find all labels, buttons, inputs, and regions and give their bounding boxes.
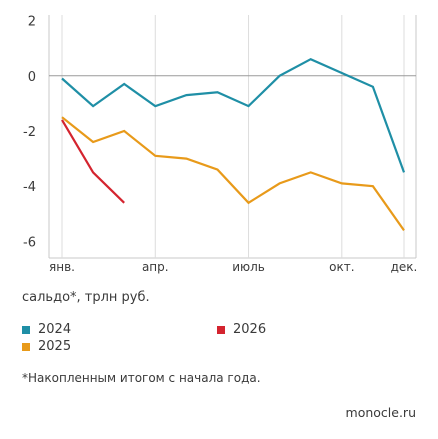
y-tick-label-2: -2 xyxy=(23,125,36,140)
y-tick-label-1: 0 xyxy=(28,70,36,85)
legend-label-2026: 2026 xyxy=(233,322,267,337)
source-label: monocle.ru xyxy=(345,405,416,420)
footnote: *Накопленным итогом с начала года. xyxy=(22,371,261,385)
series-line-2026 xyxy=(61,119,125,204)
line-chart: 2 0 -2 -4 -6 янв. апр. июль окт. дек. xyxy=(23,15,418,274)
series-line-2024 xyxy=(61,57,406,173)
legend-label-2024: 2024 xyxy=(38,322,72,337)
y-tick-label-0: 2 xyxy=(28,15,36,30)
y-tick-label-4: -6 xyxy=(23,235,36,250)
x-tick-label-3: окт. xyxy=(329,260,354,274)
y-axis-label: сальдо*, трлн руб. xyxy=(22,290,150,305)
legend-item-2024: 2024 xyxy=(22,322,71,337)
x-tick-label-0: янв. xyxy=(49,260,75,274)
y-tick-label-3: -4 xyxy=(23,180,36,195)
legend-label-2025: 2025 xyxy=(38,339,72,354)
legend-swatch-2024 xyxy=(22,325,30,334)
series-line-2025 xyxy=(61,116,405,232)
legend-item-2026: 2026 xyxy=(217,322,266,337)
x-tick-label-2: июль xyxy=(232,260,265,274)
legend-item-2025: 2025 xyxy=(22,339,71,354)
legend-swatch-2026 xyxy=(217,325,225,334)
x-tick-label-4: дек. xyxy=(391,260,418,274)
x-tick-label-1: апр. xyxy=(142,260,169,274)
legend-swatch-2025 xyxy=(22,342,30,351)
